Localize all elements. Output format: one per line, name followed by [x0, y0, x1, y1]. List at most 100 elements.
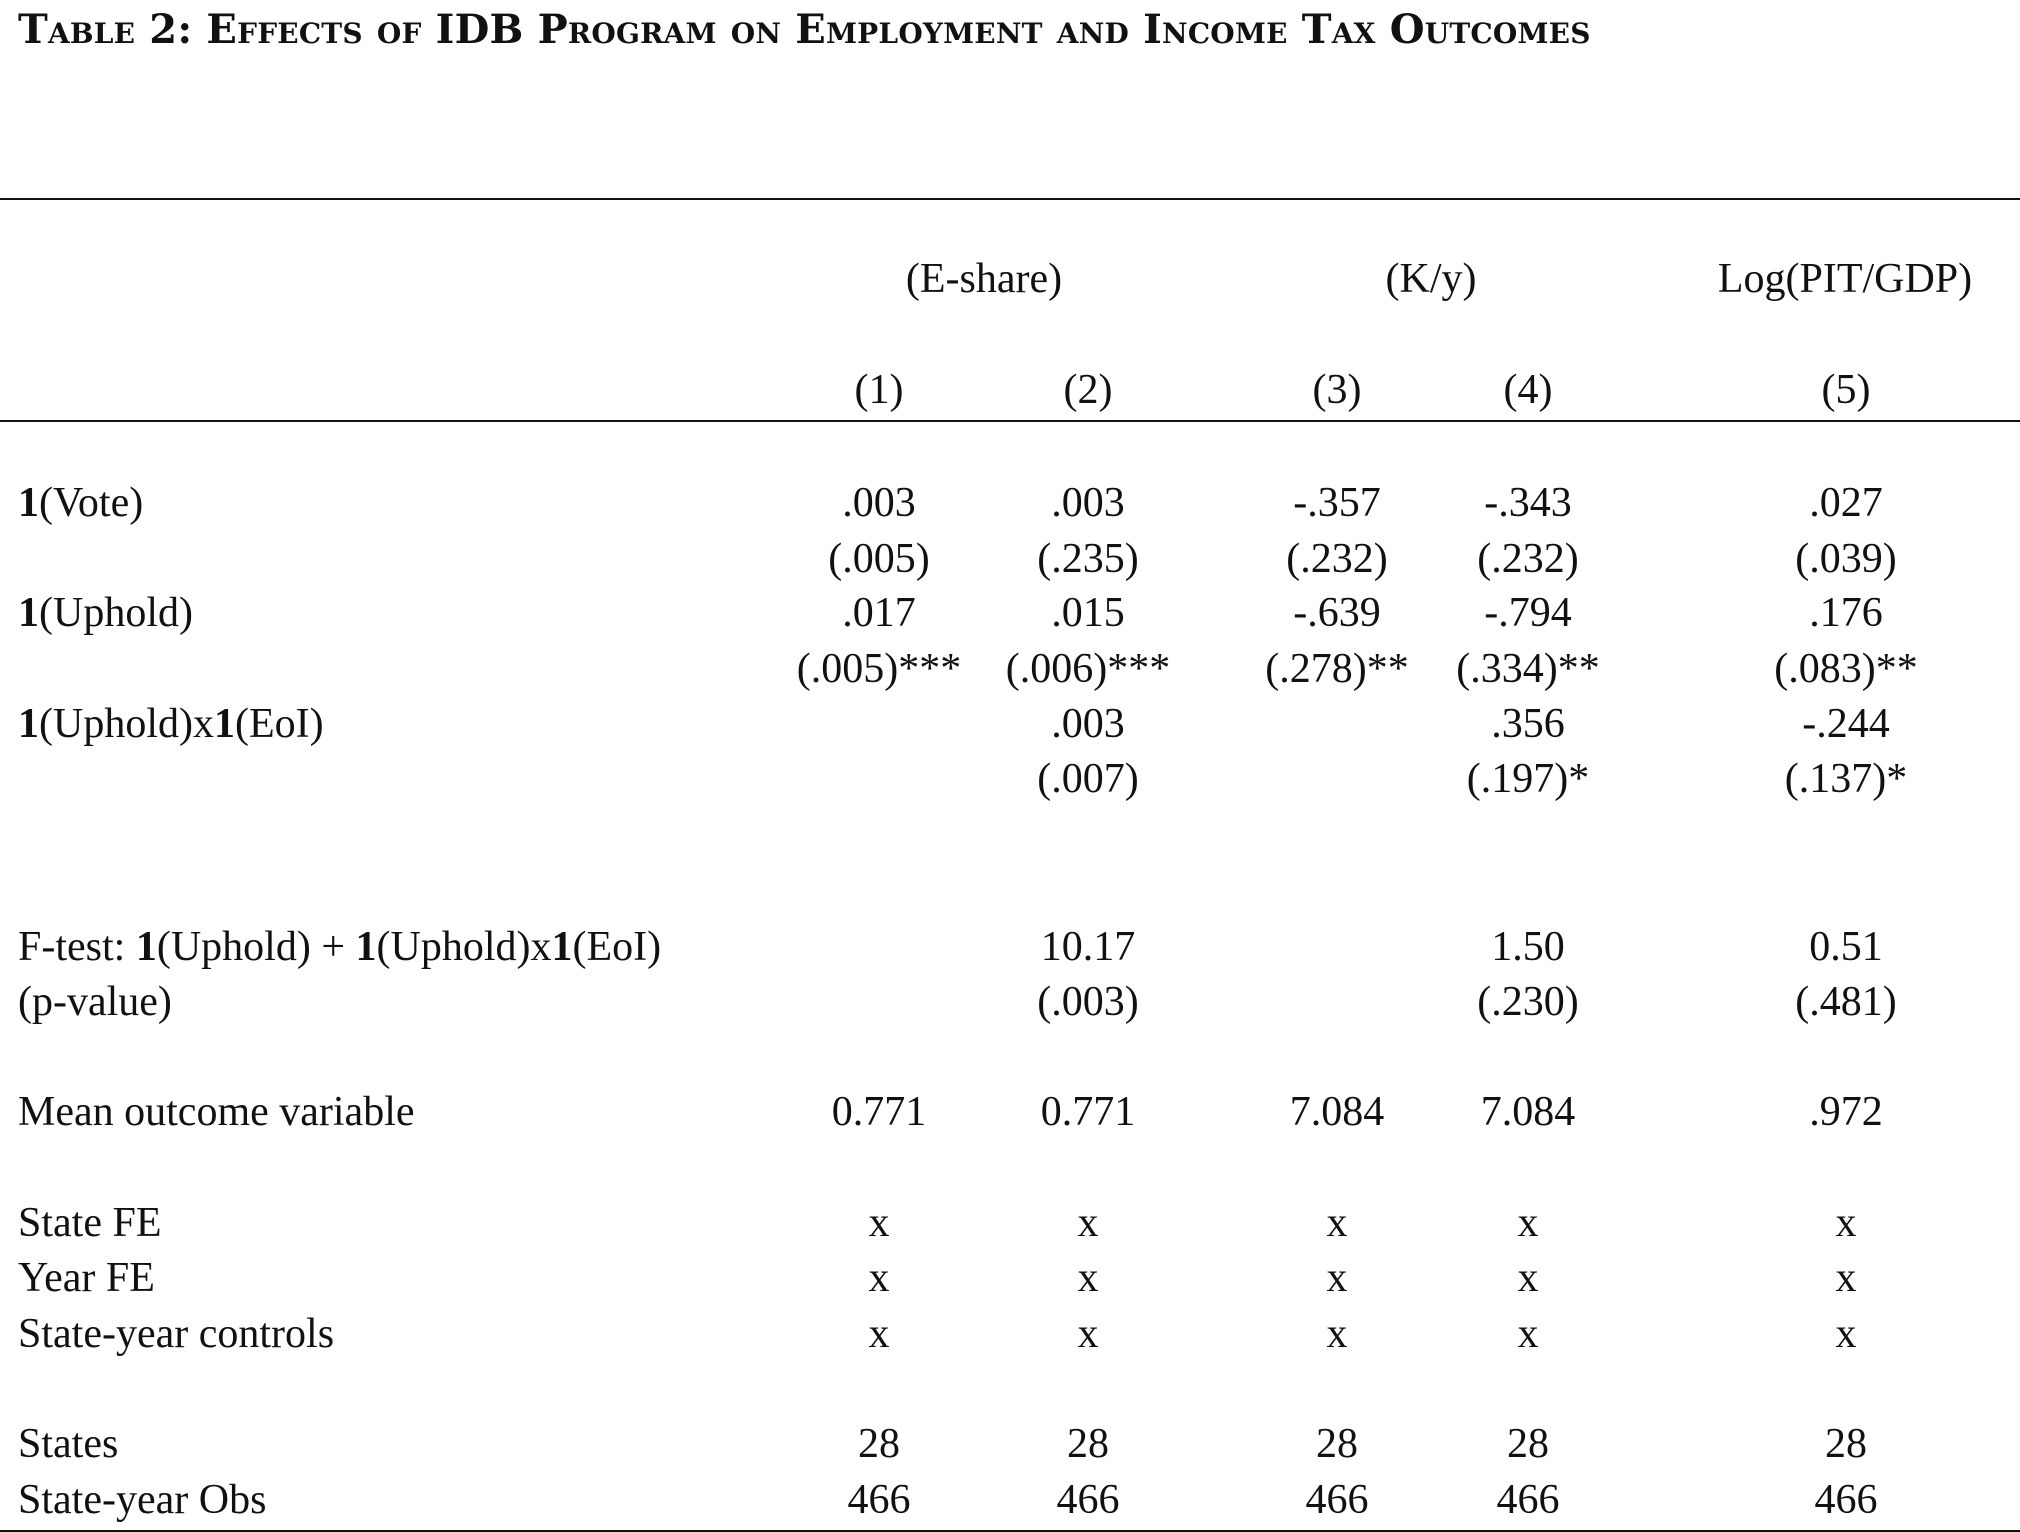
table-cell: (.005) [828, 536, 930, 582]
label-text: (Vote) [39, 480, 144, 526]
table-cell: x [868, 1200, 890, 1246]
label-text: (p-value) [18, 979, 172, 1025]
table-cell: 7.084 [1289, 1089, 1385, 1135]
table-cell: x [1517, 1311, 1539, 1357]
table-cell: 0.771 [1040, 1089, 1136, 1135]
table-cell: -.794 [1484, 590, 1572, 636]
top-rule [0, 198, 2020, 200]
table-cell: 466 [1814, 1477, 1878, 1523]
label-text: (EoI) [572, 924, 662, 970]
row-label: Mean outcome variable [18, 1086, 415, 1138]
table-cell: .015 [1051, 590, 1125, 636]
table-cell: 28 [1067, 1421, 1109, 1467]
table-cell: x [1517, 1255, 1539, 1301]
table-cell: .176 [1809, 590, 1883, 636]
label-text: (Uphold)x [376, 924, 552, 970]
table-cell: x [868, 1255, 890, 1301]
row-label: State FE [18, 1197, 162, 1249]
indicator-one: 1 [18, 480, 39, 526]
label-text: Year FE [18, 1255, 155, 1301]
table-cell: (.083)** [1774, 646, 1918, 692]
table-cell: (.005)*** [796, 646, 962, 692]
table-cell: x [1326, 1311, 1348, 1357]
column-number-5: (5) [1821, 367, 1871, 413]
table-cell: 0.51 [1809, 924, 1883, 970]
table-cell: (.006)*** [1005, 646, 1171, 692]
row-label: (p-value) [18, 976, 172, 1028]
table-cell: -.639 [1293, 590, 1381, 636]
table-cell: -.343 [1484, 480, 1572, 526]
table-cell: x [1835, 1311, 1857, 1357]
table-cell: 0.771 [831, 1089, 927, 1135]
table-cell: .972 [1809, 1089, 1883, 1135]
header-rule [0, 420, 2020, 422]
table-cell [1227, 921, 1447, 973]
table-cell: x [1077, 1200, 1099, 1246]
table-cell: (.039) [1795, 536, 1897, 582]
bottom-rule [0, 1530, 2020, 1532]
group-header-e-share: (E-share) [905, 256, 1063, 302]
indicator-one: 1 [18, 701, 39, 747]
label-text: (EoI) [234, 701, 324, 747]
table-cell: 10.17 [1040, 924, 1136, 970]
table-cell: 1.50 [1491, 924, 1565, 970]
column-number-3: (3) [1312, 367, 1362, 413]
label-text: State-year Obs [18, 1477, 267, 1523]
table-cell: 466 [1305, 1477, 1369, 1523]
table-cell: (.230) [1477, 979, 1579, 1025]
table-cell [769, 698, 989, 750]
indicator-one: 1 [18, 590, 39, 636]
indicator-one: 1 [355, 924, 377, 970]
table-cell: 7.084 [1480, 1089, 1576, 1135]
indicator-one: 1 [213, 701, 235, 747]
table-cell: (.481) [1795, 979, 1897, 1025]
label-text: F-test: [18, 924, 136, 970]
table-cell: .003 [842, 480, 916, 526]
table-cell: x [1835, 1255, 1857, 1301]
table-cell: (.137)* [1784, 756, 1908, 802]
row-label: 1(Uphold) [18, 587, 193, 639]
table-cell: .356 [1491, 701, 1565, 747]
table-cell: (.197)* [1466, 756, 1590, 802]
table-cell: 466 [1056, 1477, 1120, 1523]
row-label: F-test: 1(Uphold) + 1(Uphold)x1(EoI) [18, 921, 661, 973]
table-cell: (.278)** [1265, 646, 1409, 692]
table-cell: x [1077, 1255, 1099, 1301]
label-text: (Uphold) + [156, 924, 356, 970]
table-cell [1227, 753, 1447, 805]
row-label: States [18, 1418, 118, 1470]
table-cell: (.007) [1037, 756, 1139, 802]
table-cell [769, 753, 989, 805]
table-cell [769, 921, 989, 973]
table-cell: (.232) [1477, 536, 1579, 582]
label-text: (Uphold) [39, 590, 193, 636]
group-header-log-pit-gdp: Log(PIT/GDP) [1717, 256, 1973, 302]
column-number-4: (4) [1503, 367, 1553, 413]
table-cell: .003 [1051, 701, 1125, 747]
table-cell: .027 [1809, 480, 1883, 526]
table-cell: x [1835, 1200, 1857, 1246]
table-cell [1227, 698, 1447, 750]
table-cell: (.232) [1286, 536, 1388, 582]
label-text: State-year controls [18, 1311, 335, 1357]
table-cell: x [1326, 1200, 1348, 1246]
row-label: Year FE [18, 1252, 155, 1304]
indicator-one: 1 [551, 924, 573, 970]
label-text: Mean outcome variable [18, 1089, 415, 1135]
table-cell: 28 [1825, 1421, 1867, 1467]
row-label: 1(Vote) [18, 477, 143, 529]
label-text: (Uphold)x [39, 701, 214, 747]
table-cell: 28 [1507, 1421, 1549, 1467]
table-cell: 28 [858, 1421, 900, 1467]
table-cell: .017 [842, 590, 916, 636]
row-label: 1(Uphold)x1(EoI) [18, 698, 324, 750]
table-cell: (.334)** [1456, 646, 1600, 692]
table-cell [1227, 976, 1447, 1028]
table-cell: x [1326, 1255, 1348, 1301]
row-label: State-year Obs [18, 1474, 266, 1526]
table-cell: x [1077, 1311, 1099, 1357]
row-label: State-year controls [18, 1308, 334, 1360]
table-cell: (.003) [1037, 979, 1139, 1025]
label-text: States [18, 1421, 119, 1467]
group-header-k-y: (K/y) [1385, 256, 1477, 302]
